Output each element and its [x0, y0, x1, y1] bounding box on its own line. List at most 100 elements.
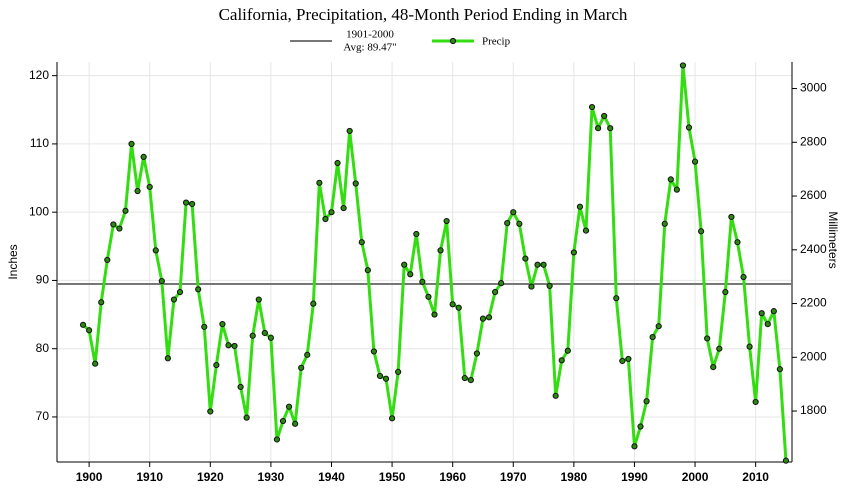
data-point — [110, 221, 117, 228]
data-point — [358, 239, 365, 246]
y2-tick-label: 2400 — [800, 242, 827, 256]
data-point — [176, 288, 184, 296]
data-point — [722, 288, 729, 296]
data-point — [388, 415, 396, 422]
data-point — [182, 199, 190, 206]
data-point — [104, 256, 111, 264]
data-point — [734, 239, 741, 246]
data-point — [473, 350, 481, 357]
data-point — [370, 348, 378, 355]
y2-tick-label: 2200 — [800, 296, 827, 310]
legend-label: Precip — [482, 36, 511, 48]
data-point — [461, 374, 468, 382]
chart-title: California, Precipitation, 48-Month Peri… — [219, 5, 628, 24]
data-point — [249, 332, 256, 339]
data-point — [267, 334, 274, 341]
y2-tick-label: 2000 — [800, 349, 827, 363]
data-point — [352, 180, 359, 187]
data-point — [643, 398, 650, 405]
data-point — [401, 261, 408, 268]
x-tick-label: 1910 — [136, 470, 163, 484]
data-point — [425, 293, 432, 300]
data-point — [522, 255, 529, 262]
legend-ref-label: 1901-2000 — [346, 29, 394, 41]
data-point — [746, 343, 753, 350]
data-point — [189, 200, 196, 208]
data-point — [782, 457, 790, 464]
data-point — [195, 286, 202, 293]
data-point — [364, 267, 371, 274]
data-point — [273, 436, 281, 443]
x-tick-label: 1960 — [439, 470, 466, 484]
y-tick-label: 80 — [36, 341, 50, 355]
data-point — [382, 375, 390, 382]
data-point — [613, 295, 620, 302]
data-point — [540, 261, 547, 268]
y-tick-label: 70 — [36, 409, 50, 423]
data-point — [207, 408, 214, 415]
data-point — [237, 383, 244, 391]
data-point — [243, 414, 250, 421]
data-point — [504, 219, 511, 227]
legend-marker — [449, 37, 457, 45]
data-point — [704, 335, 711, 342]
data-point — [625, 355, 632, 363]
y2-tick-label: 2600 — [800, 188, 827, 202]
data-point — [122, 207, 129, 214]
data-point — [582, 227, 590, 234]
x-tick-label: 1970 — [500, 470, 527, 484]
data-point — [479, 315, 487, 322]
data-point — [510, 209, 517, 216]
data-point — [346, 127, 353, 135]
data-point — [152, 247, 159, 254]
y-tick-label: 120 — [29, 68, 49, 82]
data-point — [740, 273, 747, 281]
x-tick-label: 1930 — [258, 470, 285, 484]
legend-ref-label: Avg: 89.47" — [343, 42, 396, 54]
data-point — [661, 220, 668, 227]
data-point — [134, 187, 141, 195]
data-point — [710, 364, 717, 371]
data-point — [255, 296, 262, 303]
data-point — [552, 392, 559, 399]
y2-tick-label: 2800 — [800, 134, 827, 148]
x-tick-label: 1900 — [76, 470, 103, 484]
data-point — [98, 299, 105, 306]
x-tick-label: 1980 — [561, 470, 588, 484]
data-point — [455, 304, 462, 311]
y-tick-label: 100 — [29, 204, 49, 218]
data-point — [534, 261, 541, 268]
data-point — [564, 347, 571, 354]
data-point — [752, 398, 759, 406]
data-point — [407, 271, 414, 278]
data-point — [467, 376, 474, 384]
data-point — [619, 357, 626, 365]
data-point — [607, 125, 614, 132]
data-point — [316, 179, 323, 186]
x-tick-label: 1990 — [621, 470, 648, 484]
data-point — [595, 125, 602, 132]
data-point — [231, 342, 238, 350]
data-point — [225, 342, 232, 349]
data-point — [764, 321, 771, 328]
data-point — [164, 355, 171, 362]
x-tick-label: 1920 — [197, 470, 224, 484]
data-point — [413, 230, 420, 238]
data-point — [443, 217, 450, 225]
data-point — [79, 321, 87, 328]
data-point — [691, 158, 699, 165]
data-point — [170, 296, 178, 303]
data-point — [631, 443, 638, 450]
data-point — [86, 327, 93, 334]
data-point — [334, 159, 341, 167]
series-line — [82, 63, 788, 461]
data-point — [213, 361, 220, 369]
data-point — [431, 311, 438, 318]
data-point — [570, 249, 577, 256]
data-point — [576, 203, 584, 210]
data-point — [279, 417, 287, 425]
data-point — [491, 288, 499, 296]
data-point — [140, 153, 147, 160]
data-point — [728, 213, 735, 221]
